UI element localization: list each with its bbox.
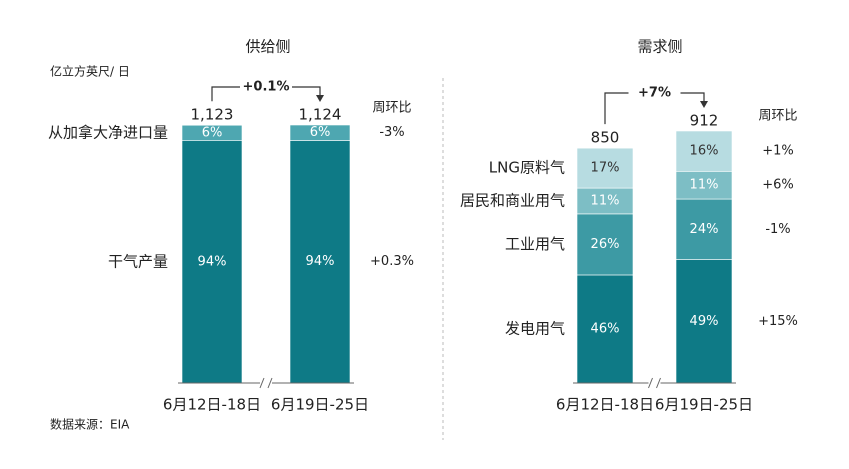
change-value: +0.3% [370, 254, 414, 269]
series-label: 发电用气 [505, 319, 565, 337]
change-value: +6% [762, 178, 794, 193]
bar-segment [675, 171, 733, 200]
change-value: -1% [765, 222, 790, 237]
bar-segment [576, 187, 634, 215]
value-label: 6% [310, 125, 331, 140]
value-label: 6% [202, 125, 223, 140]
x-tick-label: 6月12日-18日 [163, 396, 261, 414]
source: 数据来源：EIA [50, 417, 130, 432]
value-label: 94% [306, 254, 335, 269]
bar-segment [675, 198, 733, 260]
change-total: +0.1% [243, 80, 290, 95]
change-value: +15% [758, 314, 798, 329]
value-label: 16% [690, 144, 719, 159]
series-label: 干气产量 [108, 252, 168, 270]
total-label: 1,124 [299, 106, 342, 124]
change-arrow [700, 101, 708, 108]
bar-segment [576, 213, 634, 276]
chart-title: 供给侧 [245, 38, 290, 56]
change-total: +7% [638, 86, 671, 101]
x-tick-label: 6月19日-25日 [271, 396, 369, 414]
change-bg [240, 78, 292, 96]
change-bg [628, 84, 681, 102]
chart-title: 需求侧 [637, 38, 682, 56]
total-label: 850 [591, 129, 620, 147]
bar-segment [576, 274, 634, 384]
bar-segment [181, 140, 243, 384]
value-label: 94% [198, 254, 227, 269]
bar-segment [675, 130, 733, 172]
change-title: 周环比 [758, 109, 797, 124]
bar-segment [181, 124, 243, 141]
break-gap [260, 380, 272, 386]
change-arrow [316, 95, 324, 102]
bar-segment [289, 140, 351, 384]
value-label: 17% [591, 161, 620, 176]
value-label: 11% [690, 178, 719, 193]
break-mark [259, 377, 273, 389]
value-label: 24% [690, 222, 719, 237]
bar-segment [576, 147, 634, 189]
value-label: 46% [591, 321, 620, 336]
break-mark [648, 377, 661, 389]
total-label: 912 [690, 112, 719, 130]
total-label: 1,123 [191, 106, 234, 124]
value-label: 26% [591, 237, 620, 252]
value-label: 49% [690, 314, 719, 329]
series-label: 从加拿大净进口量 [48, 123, 168, 141]
x-tick-label: 6月19日-25日 [655, 396, 753, 414]
change-value: +1% [762, 144, 794, 159]
unit-label: 亿立方英尺/ 日 [50, 64, 130, 79]
break-gap [648, 380, 661, 386]
series-label: LNG原料气 [489, 159, 565, 177]
series-label: 工业用气 [505, 235, 565, 253]
bar-segment [289, 124, 351, 141]
series-label: 居民和商业用气 [460, 191, 565, 209]
change-title: 周环比 [372, 101, 411, 116]
value-label: 11% [591, 193, 620, 208]
x-tick-label: 6月12日-18日 [556, 396, 654, 414]
change-value: -3% [379, 125, 404, 140]
